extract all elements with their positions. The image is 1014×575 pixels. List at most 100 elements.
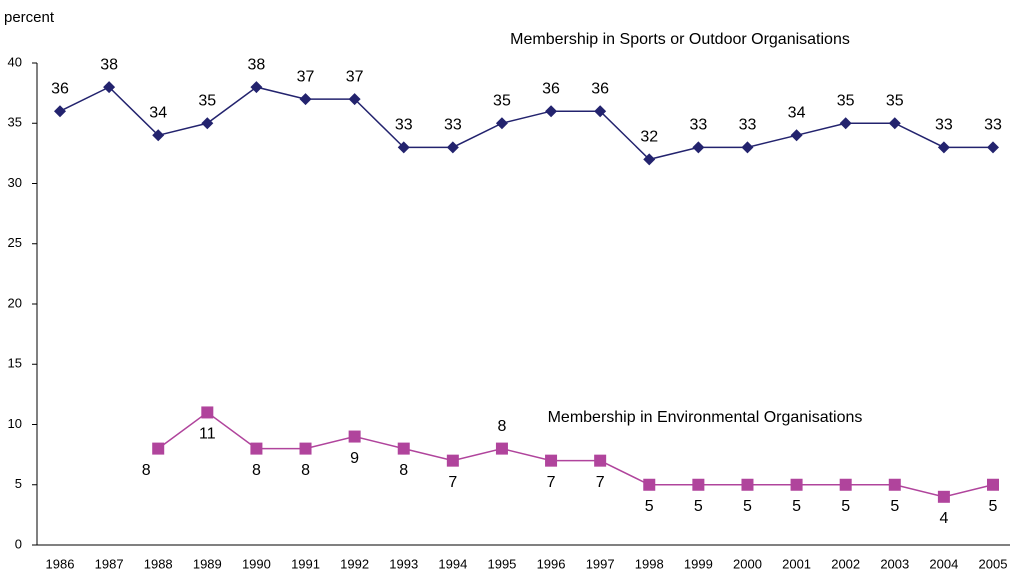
marker: [152, 129, 165, 142]
marker: [299, 442, 312, 455]
data-label: 5: [989, 498, 998, 515]
data-label: 35: [493, 92, 511, 109]
y-tick-label: 5: [15, 476, 22, 491]
data-label: 33: [444, 117, 462, 134]
data-label: 33: [739, 117, 757, 134]
series-label: Membership in Environmental Organisation…: [548, 409, 863, 426]
marker: [839, 117, 852, 130]
data-label: 8: [497, 418, 506, 435]
x-tick-label: 1989: [193, 556, 222, 571]
marker: [937, 490, 950, 503]
series-line: [59, 86, 993, 161]
marker: [495, 117, 508, 130]
marker: [545, 454, 558, 467]
y-tick-label: 30: [8, 175, 22, 190]
marker: [987, 141, 999, 154]
y-tick-label: 0: [15, 536, 22, 551]
data-label: 37: [297, 68, 315, 85]
marker: [250, 442, 263, 455]
marker: [937, 141, 950, 154]
x-tick-label: 1995: [487, 556, 516, 571]
x-tick-label: 2000: [733, 556, 762, 571]
x-tick-label: 1991: [291, 556, 320, 571]
data-label: 5: [694, 498, 703, 515]
data-label: 5: [792, 498, 801, 515]
data-label: 5: [841, 498, 850, 515]
marker: [790, 129, 803, 142]
y-tick-label: 10: [8, 416, 22, 431]
y-axis-label: percent: [4, 9, 55, 26]
data-label: 33: [395, 117, 413, 134]
x-tick-label: 1987: [95, 556, 124, 571]
x-tick-label: 1988: [144, 556, 173, 571]
x-tick-label: 2002: [831, 556, 860, 571]
x-tick-label: 2001: [782, 556, 811, 571]
x-tick-label: 1990: [242, 556, 271, 571]
marker: [741, 141, 754, 154]
data-label: 8: [142, 462, 151, 479]
data-label: 36: [542, 80, 560, 97]
marker: [692, 141, 705, 154]
y-tick-label: 15: [8, 356, 22, 371]
data-label: 11: [199, 426, 216, 443]
data-label: 8: [252, 462, 261, 479]
data-label: 33: [689, 117, 707, 134]
marker: [446, 454, 459, 467]
series-line: [157, 411, 994, 498]
x-tick-label: 1998: [635, 556, 664, 571]
series-label: Membership in Sports or Outdoor Organisa…: [510, 31, 850, 48]
data-label: 36: [591, 80, 609, 97]
data-label: 35: [886, 92, 904, 109]
data-label: 5: [890, 498, 899, 515]
data-label: 35: [837, 92, 855, 109]
marker: [495, 442, 508, 455]
x-tick-label: 1992: [340, 556, 369, 571]
x-tick-label: 1996: [537, 556, 566, 571]
data-label: 7: [596, 474, 605, 491]
data-label: 9: [350, 450, 359, 467]
data-label: 7: [448, 474, 457, 491]
x-tick-label: 1997: [586, 556, 615, 571]
x-tick-label: 1986: [46, 556, 75, 571]
marker: [692, 478, 705, 491]
marker: [987, 478, 999, 491]
marker: [839, 478, 852, 491]
x-tick-label: 2005: [979, 556, 1008, 571]
marker: [152, 442, 165, 455]
data-label: 5: [743, 498, 752, 515]
data-label: 33: [984, 117, 1002, 134]
marker: [201, 117, 214, 130]
marker: [201, 406, 214, 419]
marker: [594, 105, 607, 118]
marker: [594, 454, 607, 467]
marker: [348, 430, 361, 443]
marker: [348, 93, 361, 106]
marker: [103, 81, 116, 94]
data-label: 33: [935, 117, 953, 134]
y-tick-label: 20: [8, 295, 22, 310]
y-tick-label: 35: [8, 115, 22, 130]
data-label: 34: [149, 105, 167, 122]
data-label: 8: [301, 462, 310, 479]
marker: [397, 141, 410, 154]
data-label: 38: [248, 56, 266, 73]
x-tick-label: 2003: [880, 556, 909, 571]
marker: [643, 153, 656, 166]
x-tick-label: 1999: [684, 556, 713, 571]
data-label: 37: [346, 68, 364, 85]
data-label: 4: [939, 510, 948, 527]
marker: [790, 478, 803, 491]
data-label: 5: [645, 498, 654, 515]
data-label: 34: [788, 105, 806, 122]
data-label: 35: [198, 92, 216, 109]
data-label: 38: [100, 56, 118, 73]
marker: [643, 478, 656, 491]
y-tick-label: 25: [8, 235, 22, 250]
marker: [54, 105, 66, 118]
marker: [397, 442, 410, 455]
x-tick-label: 1994: [438, 556, 467, 571]
marker: [888, 478, 901, 491]
x-tick-label: 1993: [389, 556, 418, 571]
marker: [299, 93, 312, 106]
